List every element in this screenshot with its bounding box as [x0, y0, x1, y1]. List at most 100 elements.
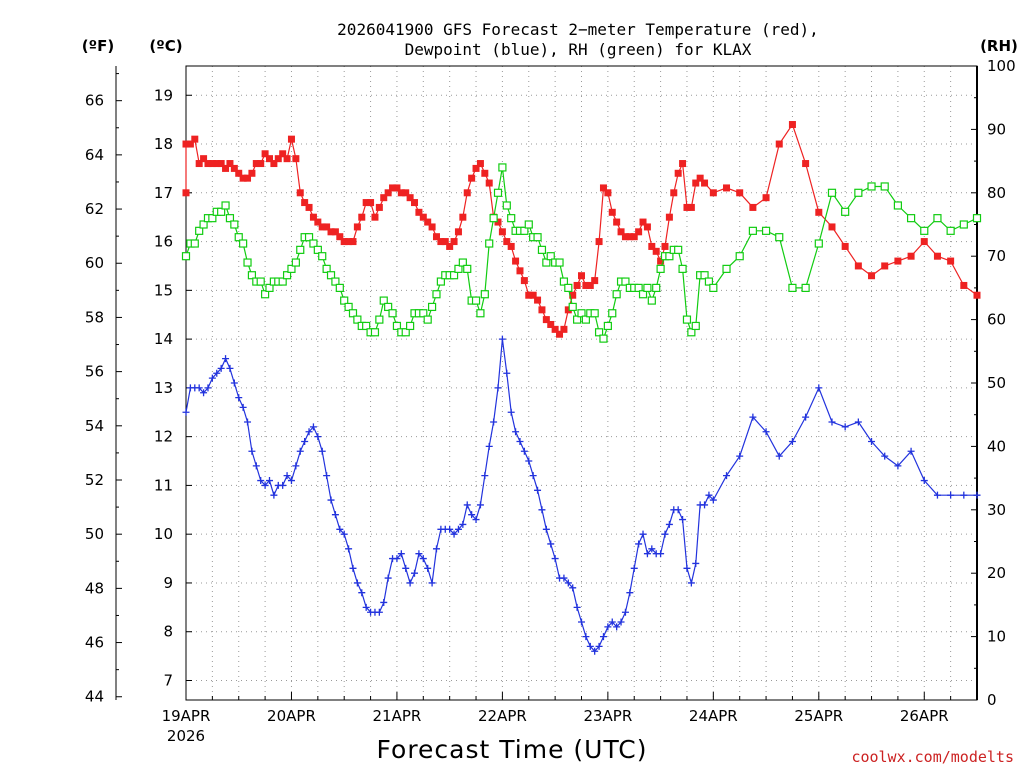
- tick-labels: 44 46 48 50 52 54 56 58 60 62 64 66 7 8 9 10 11 12 13 14 15 1…: [85, 57, 1016, 745]
- dewpoint-point: [182, 408, 190, 416]
- dewpoint-series: [182, 335, 981, 655]
- temperature-point: [701, 179, 709, 187]
- temperature-point: [244, 174, 252, 182]
- dewpoint-point: [239, 403, 247, 411]
- rh-point: [652, 283, 661, 292]
- rh-point: [573, 315, 582, 324]
- rh-point: [537, 245, 547, 254]
- temperature-point: [331, 228, 339, 236]
- rh-point: [261, 290, 270, 299]
- dewpoint-point: [828, 418, 836, 426]
- rh-point: [225, 214, 235, 223]
- x-tick-label: 21APR: [373, 707, 422, 725]
- chart-title-line-2: Dewpoint (blue), RH (green) for KLAX: [405, 40, 752, 59]
- rh-point: [933, 214, 942, 223]
- site-credit[interactable]: coolwx.com/modelts: [851, 748, 1014, 766]
- celsius-tick-label: 7: [163, 671, 173, 689]
- temperature-series: [182, 121, 981, 338]
- dewpoint-point: [648, 545, 656, 553]
- dewpoint-point: [674, 506, 682, 514]
- celsius-tick-label: 10: [154, 525, 173, 543]
- dewpoint-point: [604, 623, 612, 631]
- temperature-point: [296, 189, 304, 197]
- rh-point: [687, 328, 696, 337]
- dewpoint-point: [661, 530, 669, 538]
- rh-point: [432, 290, 441, 299]
- dewpoint-point: [454, 525, 462, 533]
- celsius-tick-label: 15: [154, 281, 173, 299]
- rh-point: [265, 283, 274, 292]
- rh-point: [340, 296, 349, 305]
- rh-tick-label: 100: [987, 57, 1016, 75]
- dewpoint-point: [459, 520, 467, 528]
- dewpoint-point: [582, 633, 590, 641]
- temperature-point: [292, 155, 300, 163]
- temperature-point: [529, 291, 537, 299]
- fahrenheit-tick-label: 60: [85, 254, 104, 272]
- temperature-point: [235, 169, 243, 177]
- rh-point: [577, 309, 586, 318]
- rh-point: [234, 233, 243, 242]
- temperature-point: [309, 213, 317, 221]
- fahrenheit-tick-label: 56: [85, 363, 104, 381]
- temperature-point: [679, 160, 687, 168]
- dewpoint-point: [200, 389, 208, 397]
- temperature-point: [613, 218, 621, 226]
- temperature-point: [608, 208, 616, 216]
- temperature-point: [582, 281, 590, 289]
- dewpoint-point: [802, 413, 810, 421]
- temperature-point: [226, 160, 234, 168]
- dewpoint-point: [643, 550, 651, 558]
- temperature-point: [424, 218, 432, 226]
- temperature-point: [762, 194, 770, 202]
- dewpoint-point: [406, 579, 414, 587]
- temperature-point: [323, 223, 331, 231]
- dewpoint-point: [630, 564, 638, 572]
- dewpoint-point: [353, 579, 361, 587]
- temperature-point: [261, 150, 269, 158]
- x-tick-label: 23APR: [583, 707, 632, 725]
- x-axis-title: Forecast Time (UTC): [377, 735, 648, 764]
- temperature-point: [578, 272, 585, 280]
- dewpoint-point: [960, 491, 968, 499]
- temperature-point: [573, 281, 581, 289]
- rh-point: [621, 277, 630, 286]
- dewpoint-point: [301, 438, 309, 446]
- rh-point: [392, 321, 402, 331]
- rh-point: [370, 328, 380, 337]
- temperature-point: [595, 238, 603, 246]
- temperature-point: [736, 189, 744, 197]
- temperature-point: [648, 242, 656, 250]
- rh-point: [827, 188, 837, 197]
- rh-point: [599, 334, 608, 343]
- rh-point: [814, 239, 823, 248]
- temperature-point: [468, 174, 476, 182]
- temperature-point: [643, 223, 651, 231]
- rh-point: [485, 239, 494, 248]
- rh-point: [656, 264, 665, 273]
- rh-point: [507, 214, 516, 223]
- dewpoint-point: [345, 545, 353, 553]
- dewpoint-point: [257, 477, 265, 485]
- rh-point: [335, 283, 344, 292]
- temperature-point: [353, 223, 361, 231]
- x-tick-label: 24APR: [689, 707, 738, 725]
- rh-axis-unit: (RH): [980, 37, 1018, 55]
- rh-point: [735, 252, 744, 261]
- rh-point: [287, 264, 296, 273]
- temperature-point: [534, 296, 542, 304]
- dewpoint-point: [542, 525, 550, 533]
- temperature-point: [248, 169, 256, 177]
- rh-tick-label: 80: [987, 184, 1006, 202]
- series-line: [185, 123, 978, 336]
- chart-title-line-1: 2026041900 GFS Forecast 2−meter Temperat…: [337, 20, 819, 39]
- rh-point: [502, 201, 511, 210]
- fahrenheit-tick-label: 58: [85, 308, 104, 326]
- dewpoint-point: [270, 491, 278, 499]
- temperature-point: [586, 281, 594, 289]
- rh-point: [906, 214, 916, 223]
- temperature-point: [340, 238, 348, 246]
- rh-tick-label: 40: [987, 437, 1006, 455]
- rh-point: [520, 226, 529, 235]
